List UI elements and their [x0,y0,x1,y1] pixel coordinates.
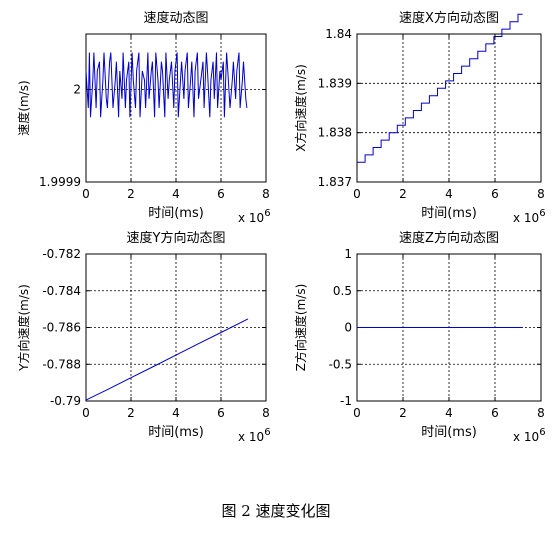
x-axis-label: 时间(ms) [148,425,204,440]
x-multiplier-base: x 10 [513,430,539,444]
y-axis-label: Y方向速度(m/s) [16,284,31,372]
x-tick-label: 4 [172,187,180,201]
x-tick-label: 8 [537,187,545,201]
chart-title: 速度动态图 [143,10,208,26]
x-tick-label: 8 [262,187,270,201]
x-multiplier-exp: 6 [264,208,270,219]
y-tick-label: -0.79 [50,394,81,408]
chart-title: 速度X方向动态图 [399,10,499,26]
x-tick-label: 2 [127,187,135,201]
y-tick-label: -0.786 [42,321,81,335]
y-axis-label: 速度(m/s) [16,80,31,135]
x-tick-label: 6 [491,187,499,201]
x-tick-label: 6 [217,187,225,201]
x-multiplier: x 106 [513,427,546,444]
x-tick-label: 6 [217,406,225,420]
x-tick-label: 4 [172,406,180,420]
y-tick-label: 0.5 [333,284,352,298]
x-tick-label: 8 [262,406,270,420]
x-tick-label: 0 [82,406,90,420]
y-tick-label: -0.782 [42,247,81,261]
x-tick-label: 4 [445,187,453,201]
x-tick-label: 4 [445,406,453,420]
y-tick-label: -0.784 [42,284,81,298]
y-tick-label: 1.9999 [39,175,81,189]
x-tick-label: 0 [353,187,361,201]
x-tick-label: 2 [399,406,407,420]
y-axis-label: Z方向速度(m/s) [293,284,308,372]
x-tick-label: 0 [353,406,361,420]
x-multiplier: x 106 [238,208,271,225]
x-tick-label: 0 [82,187,90,201]
y-tick-label: -1 [340,394,352,408]
y-tick-label: -0.5 [329,357,352,371]
y-axis-label: X方向速度(m/s) [293,64,308,152]
x-tick-label: 2 [127,406,135,420]
chart-title: 速度Y方向动态图 [127,230,226,246]
figure-caption: 图 2 速度变化图 [0,500,552,521]
y-tick-label: 1.838 [318,126,352,140]
x-axis-label: 时间(ms) [421,425,477,440]
x-multiplier-base: x 10 [238,430,264,444]
x-tick-label: 2 [399,187,407,201]
y-tick-label: 2 [73,83,81,97]
y-tick-label: 1 [344,247,352,261]
y-tick-label: 1.84 [325,27,352,41]
y-tick-label: 0 [344,321,352,335]
x-multiplier-exp: 6 [539,208,545,219]
chart-title: 速度Z方向动态图 [399,230,499,246]
y-tick-label: 1.837 [318,175,352,189]
x-multiplier: x 106 [513,208,546,225]
x-multiplier-exp: 6 [539,427,545,438]
x-multiplier-base: x 10 [513,211,539,225]
x-multiplier-base: x 10 [238,211,264,225]
x-multiplier-exp: 6 [264,427,270,438]
y-tick-label: -0.788 [42,357,81,371]
x-tick-label: 6 [491,406,499,420]
x-axis-label: 时间(ms) [148,206,204,221]
chart-3: 0 2 4 6 8 -0.79 -0.788 -0.786 -0.784 -0.782 速度Y方向动… [16,230,271,444]
x-multiplier: x 106 [238,427,271,444]
x-axis-label: 时间(ms) [421,206,477,221]
x-tick-label: 8 [537,406,545,420]
y-tick-label: 1.839 [318,76,352,90]
